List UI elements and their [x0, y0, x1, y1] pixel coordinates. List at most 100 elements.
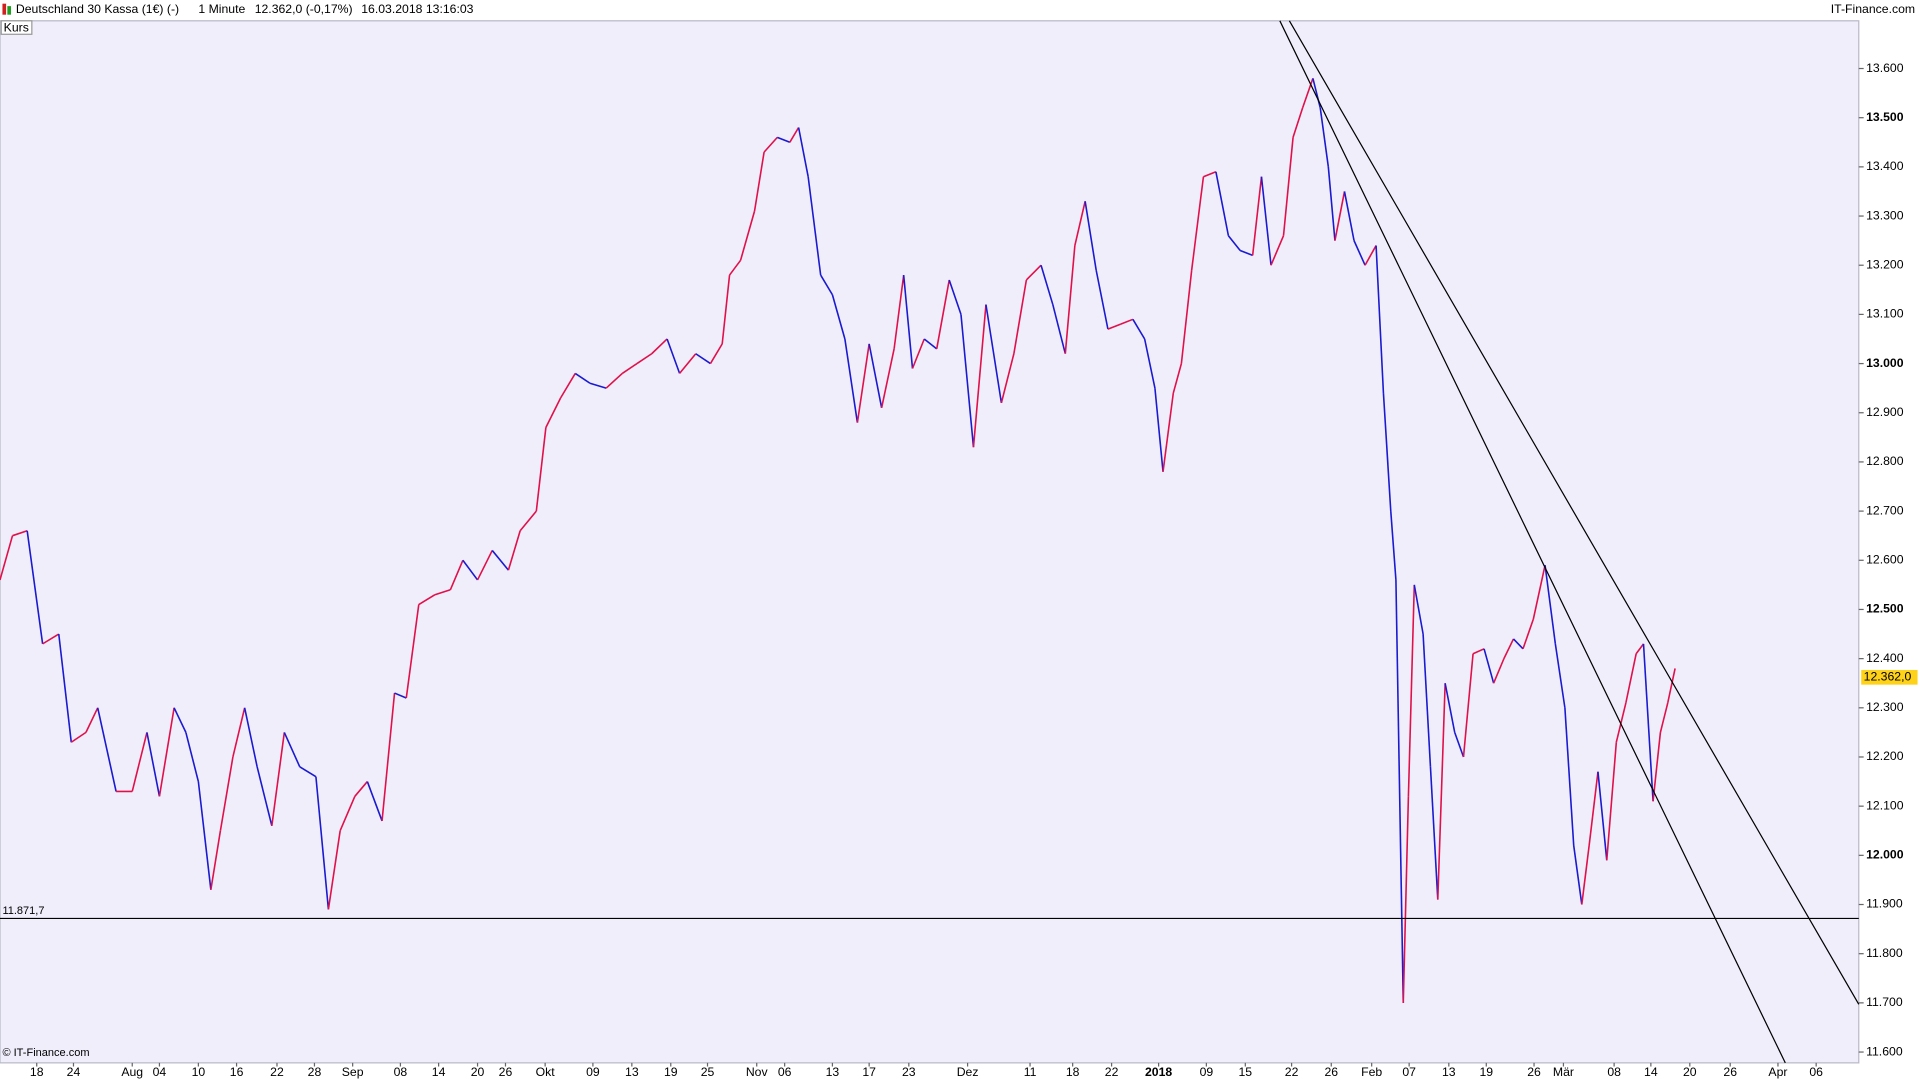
price-segment [1615, 702, 1627, 743]
x-tick-label: 19 [664, 1065, 678, 1079]
price-segment [1572, 845, 1583, 905]
price-segment [721, 274, 731, 344]
x-tick-label: Aug [121, 1065, 143, 1079]
price-segment [173, 707, 187, 733]
y-tick-label: 13.300 [1866, 208, 1904, 222]
y-tick-label: 12.800 [1866, 454, 1904, 468]
price-segment [1544, 565, 1557, 644]
price-segment [26, 530, 44, 644]
price-segment [923, 338, 938, 350]
price-segment [1064, 245, 1076, 354]
y-tick-label: 11.700 [1866, 995, 1903, 1009]
price-segment [85, 707, 99, 733]
price-segment [1395, 579, 1405, 1003]
price-segment [146, 732, 161, 797]
icon [2, 3, 7, 15]
price-segment [1429, 766, 1439, 900]
price-segment [1239, 249, 1253, 257]
y-tick-label: 12.100 [1866, 798, 1904, 812]
price-segment [574, 372, 591, 384]
header-title: Deutschland 30 Kassa (1€) (-) [16, 2, 179, 16]
price-segment [1013, 279, 1028, 354]
y-tick-label: 11.600 [1866, 1044, 1903, 1058]
price-segment [1000, 353, 1015, 404]
x-tick-label: 17 [862, 1065, 876, 1079]
y-tick-label: 12.900 [1866, 405, 1904, 419]
price-segment [739, 210, 756, 261]
price-segment [545, 397, 562, 428]
x-tick-label: 22 [1105, 1065, 1119, 1079]
price-segment [299, 766, 317, 778]
price-segment [1444, 683, 1456, 733]
x-tick-label: 08 [1607, 1065, 1621, 1079]
footer: © IT-Finance.com [2, 1047, 89, 1059]
y-tick-label: 12.200 [1866, 749, 1904, 763]
price-segment [753, 151, 765, 212]
price-segment [559, 373, 576, 399]
price-segment [1319, 107, 1330, 167]
price-segment [935, 279, 951, 349]
price-segment [315, 776, 330, 910]
x-tick-label: 20 [1683, 1065, 1697, 1079]
x-tick-label: 04 [153, 1065, 167, 1079]
price-segment [271, 732, 286, 826]
x-tick-label: Okt [536, 1065, 556, 1079]
price-segment [1422, 633, 1432, 767]
y-tick-label: 12.700 [1866, 503, 1904, 517]
price-segment [462, 559, 479, 581]
price-segment [960, 314, 975, 448]
price-segment [1437, 683, 1446, 900]
y-tick-label: 12.000 [1866, 848, 1904, 862]
price-segment [605, 372, 623, 389]
price-segment [197, 781, 212, 890]
price-segment [1492, 658, 1505, 684]
price-segment [1503, 638, 1515, 659]
support-label: 11.871,7 [2, 905, 44, 917]
price-segment [797, 127, 809, 177]
price-segment [1522, 619, 1535, 650]
price-segment [1095, 269, 1109, 330]
price-segment [1472, 648, 1485, 655]
price-segment [1407, 584, 1416, 797]
price-segment [366, 781, 383, 822]
price-segment [1282, 137, 1294, 236]
x-tick-label: 26 [1723, 1065, 1737, 1079]
x-tick-label: 19 [1479, 1065, 1493, 1079]
price-segment [763, 136, 778, 153]
price-segment [1413, 584, 1424, 635]
x-tick-label: 28 [308, 1065, 322, 1079]
price-segment [728, 259, 742, 276]
price-segment [1635, 643, 1645, 655]
price-segment [1172, 363, 1183, 394]
plot-area [0, 20, 1860, 1064]
x-tick-label: 24 [67, 1065, 81, 1079]
header-brand: IT-Finance.com [1831, 2, 1915, 16]
price-segment [1084, 201, 1097, 271]
x-tick-label: 20 [471, 1065, 485, 1079]
y-tick-label: 13.500 [1866, 110, 1904, 124]
price-segment [491, 549, 510, 571]
price-segment [1334, 191, 1346, 241]
price-segment [902, 274, 914, 369]
price-segment [70, 731, 87, 743]
y-tick-label: 12.300 [1866, 700, 1904, 714]
panel-label: Kurs [4, 20, 29, 34]
price-segment [695, 353, 711, 365]
panel-label-box [0, 20, 33, 35]
x-tick-label: 09 [586, 1065, 600, 1079]
x-tick-label: Dez [957, 1065, 979, 1079]
y-tick-label: 11.800 [1866, 946, 1903, 960]
price-segment [1025, 264, 1042, 281]
price-segment [972, 304, 987, 448]
price-segment [1659, 702, 1669, 733]
price-segment [243, 707, 258, 767]
price-segment [1605, 742, 1618, 861]
price-segment [1270, 235, 1285, 266]
price-segment [831, 294, 846, 340]
price-segment [1389, 511, 1397, 581]
price-segment [354, 781, 368, 797]
price-segment [232, 707, 246, 758]
x-tick-label: 11 [1024, 1065, 1037, 1079]
price-segment [1625, 653, 1637, 704]
